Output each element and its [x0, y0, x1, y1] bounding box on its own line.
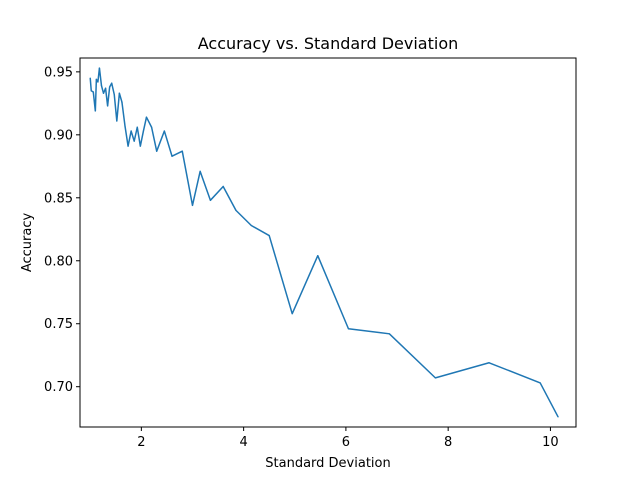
data-point	[557, 416, 559, 418]
data-point	[191, 204, 194, 206]
y-axis: 0.70 0.75 0.80 0.85 0.90 0.95	[44, 65, 80, 395]
data-point	[130, 130, 132, 132]
x-axis-label: Standard Deviation	[265, 456, 390, 471]
data-point	[121, 101, 123, 103]
data-point	[142, 130, 145, 132]
data-point	[250, 224, 252, 227]
data-point	[100, 85, 103, 87]
data-point	[488, 362, 490, 364]
y-tick-label: 0.70	[44, 380, 73, 395]
data-point	[127, 145, 129, 147]
data-point	[124, 125, 126, 127]
y-tick-label: 0.95	[44, 65, 73, 80]
data-point	[104, 87, 107, 89]
x-tick-label: 6	[342, 435, 350, 450]
y-tick-label: 0.90	[44, 128, 73, 143]
data-point	[209, 199, 211, 201]
data-point	[97, 81, 99, 83]
data-point	[118, 92, 120, 94]
x-axis: 2 4 6 8 10	[137, 427, 559, 450]
data-point	[139, 145, 141, 147]
data-point	[171, 155, 173, 157]
y-tick-label: 0.75	[44, 317, 73, 332]
y-tick-label: 0.80	[44, 254, 73, 269]
data-point	[113, 93, 115, 96]
data-point	[92, 91, 94, 93]
data-point	[111, 82, 113, 84]
data-point	[116, 120, 118, 122]
x-tick-label: 4	[239, 435, 247, 450]
data-point	[94, 110, 96, 112]
data-point	[222, 185, 224, 188]
data-point	[98, 67, 101, 69]
data-point	[109, 86, 111, 88]
data-point	[90, 90, 92, 92]
data-point	[95, 78, 97, 81]
data-point	[150, 126, 153, 128]
plot-area	[89, 67, 559, 418]
data-point	[347, 328, 350, 330]
data-point	[235, 209, 237, 211]
data-point	[145, 116, 148, 118]
data-point	[388, 333, 390, 335]
x-tick-label: 8	[444, 435, 452, 450]
data-point	[434, 377, 436, 379]
y-axis-label: Accuracy	[20, 213, 35, 273]
data-point	[163, 130, 165, 132]
data-point	[317, 255, 319, 257]
data-point	[199, 170, 201, 172]
data-point	[268, 234, 270, 237]
data-point	[102, 92, 105, 94]
y-tick-label: 0.85	[44, 191, 73, 206]
data-point	[107, 105, 109, 107]
data-point	[291, 313, 293, 315]
x-tick-label: 10	[542, 435, 559, 450]
data-point	[89, 77, 91, 79]
chart-title: Accuracy vs. Standard Deviation	[198, 34, 459, 53]
data-point	[181, 150, 183, 152]
axes-frame	[79, 57, 577, 428]
x-tick-label: 2	[137, 435, 145, 450]
data-point	[156, 150, 158, 152]
data-point	[136, 126, 138, 128]
data-point	[539, 382, 541, 384]
data-point	[133, 140, 135, 142]
